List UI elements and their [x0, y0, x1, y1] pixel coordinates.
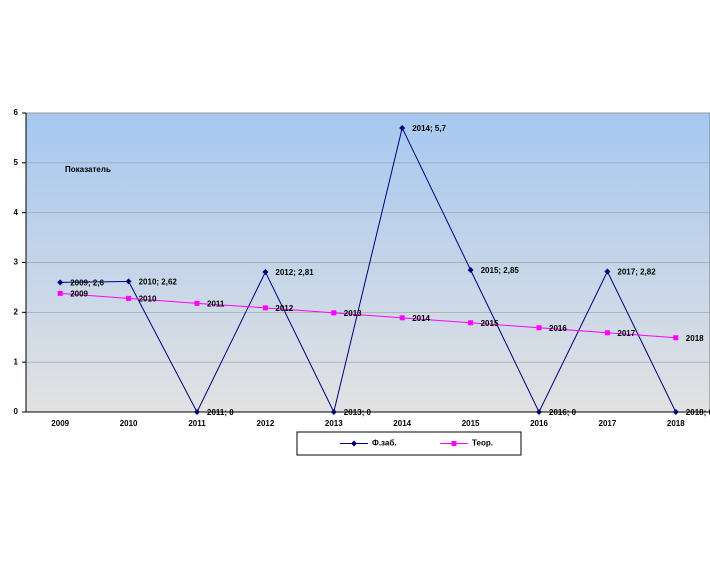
x-tick-label: 2013 [325, 419, 343, 428]
legend [296, 431, 522, 456]
marker [262, 305, 268, 311]
data-label: 2009 [70, 290, 88, 299]
x-tick-label: 2016 [530, 419, 548, 428]
data-label: 2011 [207, 299, 225, 308]
marker [604, 268, 611, 275]
data-label: 2015; 2,85 [481, 266, 520, 275]
y-tick-label: 5 [14, 158, 19, 167]
series-line [60, 126, 677, 414]
x-tick-label: 2009 [51, 419, 69, 428]
x-tick-label: 2018 [667, 419, 685, 428]
x-tick-label: 2011 [188, 419, 206, 428]
data-label: 2014 [412, 314, 430, 323]
marker [467, 266, 474, 273]
y-tick-label: 0 [14, 407, 19, 416]
marker [194, 409, 200, 415]
marker [330, 409, 337, 415]
marker [468, 320, 474, 326]
marker [57, 290, 63, 296]
data-label: 2012 [275, 304, 293, 313]
marker [126, 295, 132, 301]
data-label: 2018 [686, 334, 704, 343]
data-label: 2009; 2,6 [70, 279, 104, 288]
data-label: 2010 [139, 294, 157, 303]
marker [672, 409, 679, 415]
marker [351, 440, 357, 447]
marker [399, 315, 405, 321]
y-tick-label: 3 [14, 258, 19, 267]
marker [673, 335, 679, 341]
x-tick-label: 2014 [393, 419, 411, 428]
y-tick-label: 4 [14, 208, 19, 217]
marker [194, 300, 200, 306]
data-label: 2015 [481, 319, 499, 328]
data-label: 2017; 2,82 [617, 268, 656, 277]
data-label: 2016; 0 [549, 408, 577, 417]
annotation: Показатель [65, 165, 111, 174]
series-line [60, 292, 676, 339]
x-tick-label: 2017 [599, 419, 617, 428]
x-tick-label: 2010 [120, 419, 138, 428]
marker [536, 325, 542, 331]
data-label: 2012; 2,81 [275, 268, 314, 277]
data-label: 2018; 0 [686, 408, 710, 417]
data-label: 2013 [344, 309, 362, 318]
marker [57, 279, 64, 286]
y-tick-label: 6 [14, 108, 19, 117]
marker [399, 124, 406, 131]
marker [125, 278, 132, 285]
legend-label: Ф.заб. [372, 439, 397, 448]
marker [331, 310, 337, 316]
data-label: 2017 [617, 329, 635, 338]
marker [604, 330, 610, 336]
data-label: 2011; 0 [207, 408, 234, 417]
marker [536, 409, 542, 415]
data-label: 2013; 0 [344, 408, 372, 417]
x-tick-label: 2012 [257, 419, 275, 428]
legend-label: Теор. [472, 439, 493, 448]
data-label: 2010; 2,62 [139, 278, 178, 287]
data-label: 2016 [549, 324, 567, 333]
marker [262, 268, 269, 275]
data-label: 2014; 5,7 [412, 124, 446, 133]
marker [451, 441, 457, 446]
y-tick-label: 1 [14, 357, 19, 366]
x-tick-label: 2015 [462, 419, 480, 428]
y-tick-label: 2 [14, 307, 19, 316]
